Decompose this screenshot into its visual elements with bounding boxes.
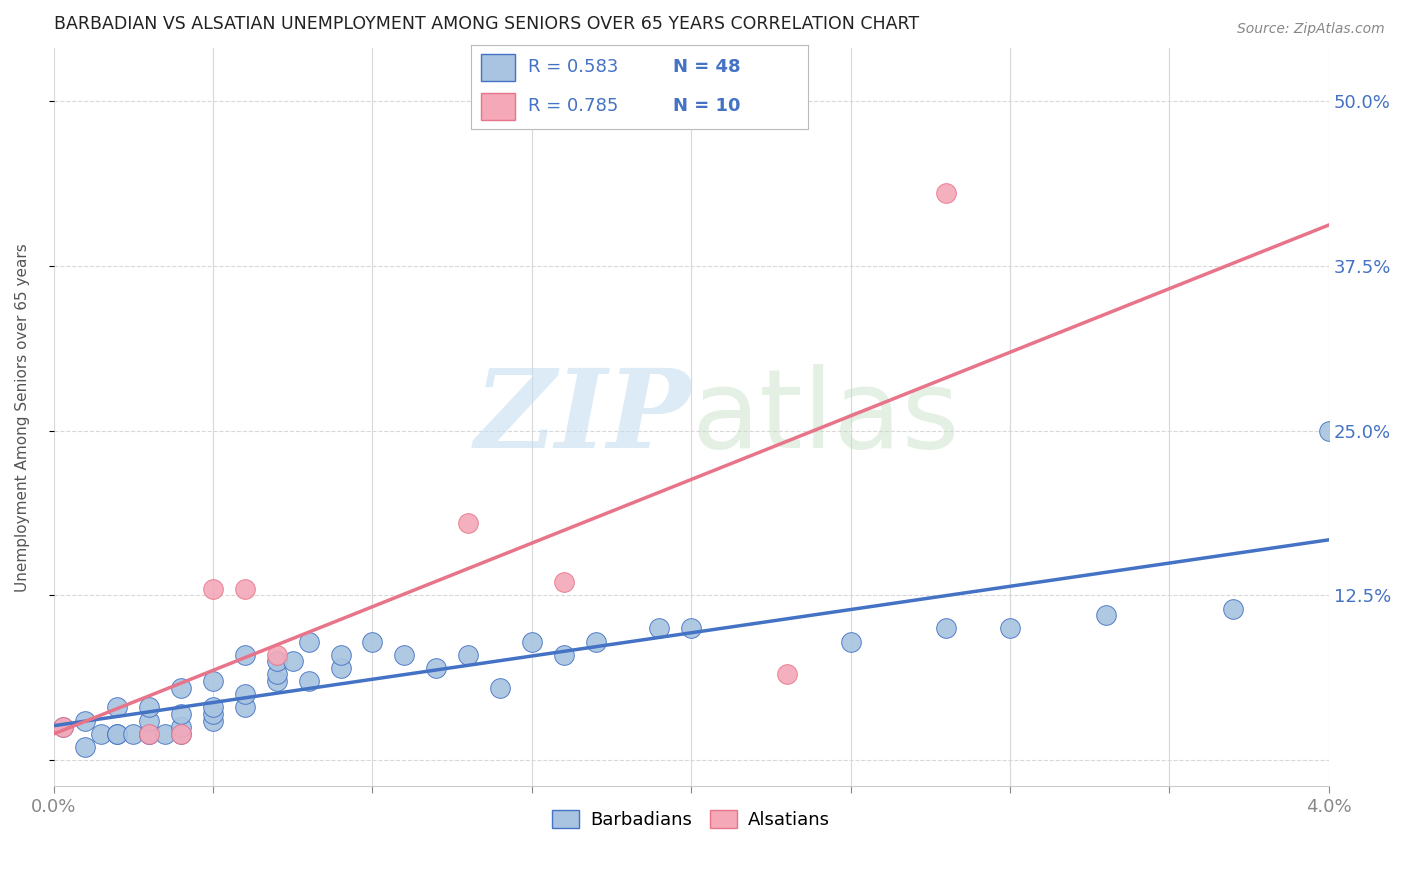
Text: atlas: atlas [692, 364, 960, 471]
Point [298, 674, 321, 689]
Point [201, 714, 224, 728]
Point [170, 706, 193, 721]
Point [201, 582, 224, 596]
Point [105, 700, 128, 714]
Point [489, 681, 512, 695]
Point [266, 654, 288, 668]
Point [138, 727, 160, 741]
Point [170, 727, 193, 741]
Point [1094, 608, 1116, 623]
Point [138, 714, 160, 728]
Legend: Barbadians, Alsatians: Barbadians, Alsatians [546, 803, 838, 837]
Text: R = 0.583: R = 0.583 [529, 59, 619, 77]
Point [329, 661, 352, 675]
Point [425, 661, 447, 675]
Point [281, 654, 304, 668]
Text: N = 10: N = 10 [673, 97, 741, 115]
Point [648, 621, 671, 635]
Point [935, 186, 957, 201]
Point [170, 727, 193, 741]
Point [266, 648, 288, 662]
Point [361, 634, 384, 648]
Point [75, 739, 97, 754]
Text: R = 0.785: R = 0.785 [529, 97, 619, 115]
Point [105, 727, 128, 741]
Point [201, 700, 224, 714]
Point [329, 648, 352, 662]
Point [553, 575, 575, 590]
Point [681, 621, 703, 635]
Point [90, 727, 112, 741]
Point [138, 727, 160, 741]
Point [153, 727, 176, 741]
Point [1317, 424, 1340, 438]
Point [394, 648, 416, 662]
FancyBboxPatch shape [481, 54, 515, 81]
Point [105, 727, 128, 741]
Text: BARBADIAN VS ALSATIAN UNEMPLOYMENT AMONG SENIORS OVER 65 YEARS CORRELATION CHART: BARBADIAN VS ALSATIAN UNEMPLOYMENT AMONG… [53, 15, 918, 33]
Point [457, 516, 479, 530]
Point [233, 648, 256, 662]
Text: ZIP: ZIP [475, 364, 692, 471]
Point [170, 720, 193, 734]
Point [233, 582, 256, 596]
Point [122, 727, 145, 741]
Point [839, 634, 862, 648]
Text: Source: ZipAtlas.com: Source: ZipAtlas.com [1237, 22, 1385, 37]
Point [266, 667, 288, 681]
FancyBboxPatch shape [481, 93, 515, 120]
Point [170, 681, 193, 695]
Point [52, 720, 75, 734]
Point [233, 700, 256, 714]
Point [553, 648, 575, 662]
Point [201, 674, 224, 689]
Point [138, 727, 160, 741]
Point [998, 621, 1021, 635]
Point [52, 720, 75, 734]
Point [233, 687, 256, 701]
Point [935, 621, 957, 635]
Point [520, 634, 543, 648]
Point [457, 648, 479, 662]
Point [298, 634, 321, 648]
Point [75, 714, 97, 728]
Point [201, 706, 224, 721]
Point [138, 700, 160, 714]
Point [585, 634, 607, 648]
Y-axis label: Unemployment Among Seniors over 65 years: Unemployment Among Seniors over 65 years [15, 244, 30, 591]
Point [1222, 601, 1244, 615]
Point [776, 667, 799, 681]
Text: N = 48: N = 48 [673, 59, 741, 77]
Point [266, 674, 288, 689]
